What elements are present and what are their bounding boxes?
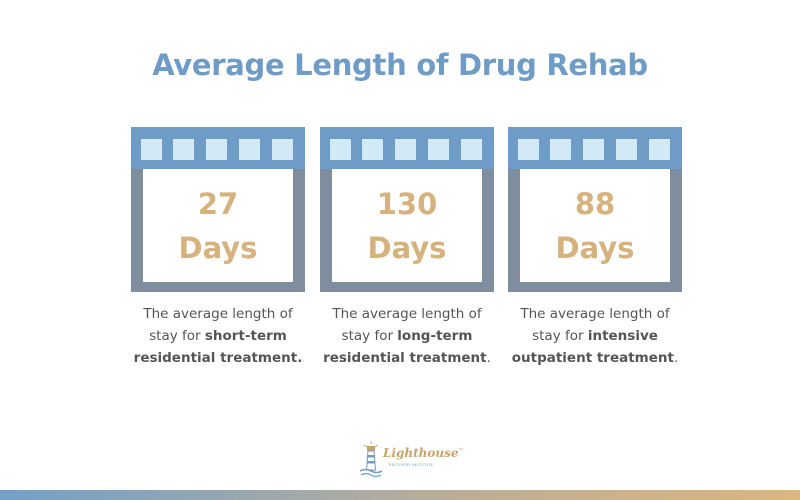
- calendar-square: [272, 139, 293, 160]
- calendar-square: [583, 139, 604, 160]
- stat-number: 27: [197, 187, 239, 221]
- calendar-square: [206, 139, 227, 160]
- calendar-body: 130 Days: [332, 169, 482, 282]
- calendar-square: [330, 139, 351, 160]
- description-text: .: [673, 350, 679, 366]
- calendar-square: [141, 139, 162, 160]
- stat-description: The average length of stay for long-term…: [314, 303, 500, 369]
- stat-description: The average length of stay for intensive…: [502, 303, 688, 369]
- calendar-square: [395, 139, 416, 160]
- stat-number: 88: [574, 187, 616, 221]
- calendar-square: [362, 139, 383, 160]
- stat-unit: Days: [178, 231, 258, 265]
- calendar-body: 88 Days: [520, 169, 670, 282]
- stat-card-long-term: 130 Days: [320, 127, 494, 292]
- calendar-square: [461, 139, 482, 160]
- description-line: The average length of: [520, 306, 670, 322]
- calendar-square: [428, 139, 449, 160]
- description-text: stay for: [341, 328, 398, 344]
- calendar-square: [616, 139, 637, 160]
- stat-number: 130: [376, 187, 438, 221]
- description-emphasis: intensive outpatient treatment: [511, 328, 674, 366]
- bottom-gradient-bar: [0, 490, 800, 500]
- page-title: Average Length of Drug Rehab: [152, 48, 648, 82]
- stat-card-short-term: 27 Days: [131, 127, 305, 292]
- logo-brand: Lighthouse™: [383, 446, 464, 460]
- stat-unit: Days: [367, 231, 447, 265]
- calendar-header: [320, 127, 494, 169]
- description-text: stay for: [149, 328, 205, 344]
- calendar-square: [518, 139, 539, 160]
- description-emphasis: long-term residential treatment: [323, 328, 487, 366]
- calendar-square: [649, 139, 670, 160]
- description-line: The average length of: [332, 306, 482, 322]
- trademark-mark: ™: [458, 448, 464, 454]
- stat-description: The average length of stay for short-ter…: [125, 303, 311, 369]
- calendar-body: 27 Days: [143, 169, 293, 282]
- calendar-square: [239, 139, 260, 160]
- description-emphasis: short-term residential treatment.: [133, 328, 303, 366]
- calendar-header: [131, 127, 305, 169]
- calendar-square: [550, 139, 571, 160]
- description-text: .: [486, 350, 491, 366]
- calendar-square: [173, 139, 194, 160]
- stat-card-intensive-outpatient: 88 Days: [508, 127, 682, 292]
- lighthouse-icon: [359, 441, 383, 478]
- logo-subtitle: RECOVERY INSTITUTE: [389, 463, 434, 467]
- description-line: The average length of: [143, 306, 293, 322]
- description-text: stay for: [532, 328, 588, 344]
- calendar-header: [508, 127, 682, 169]
- stat-unit: Days: [555, 231, 635, 265]
- logo: Lighthouse™ RECOVERY INSTITUTE: [359, 440, 464, 478]
